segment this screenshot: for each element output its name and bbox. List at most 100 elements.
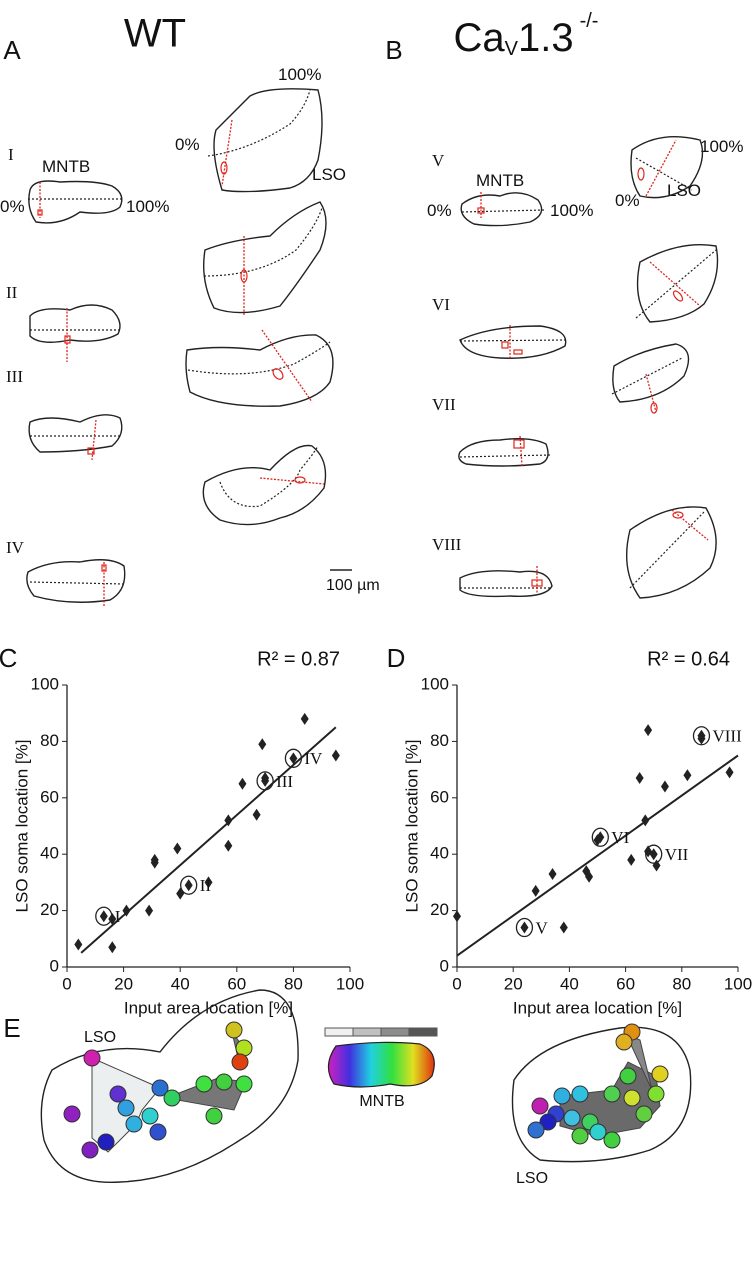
neuron-dot [603,1131,621,1149]
outline-shape [272,368,284,380]
outline-shape [101,564,107,572]
point [150,856,159,869]
point [145,904,154,917]
percent-label: 100% [126,197,169,216]
neuron-dot [117,1099,135,1117]
neuron-dot [635,1105,653,1123]
point-label: I [115,907,121,926]
point [725,766,734,779]
neuron-dot [231,1053,249,1071]
neuron-dot [215,1073,233,1091]
panel-title: CaV1.3 -/- [454,10,599,60]
neuron-dot [81,1141,99,1159]
point-label: VI [611,828,629,847]
x-tick-label: 40 [560,974,579,993]
neuron-dot [225,1021,243,1039]
point [644,724,653,737]
point [108,941,117,954]
point [238,777,247,790]
outline-shape [461,209,545,213]
outline-shape [28,180,123,224]
point-label: VII [665,845,689,864]
title-sup: -/- [580,10,599,32]
outline-shape [531,579,543,587]
outline-shape [213,88,323,193]
point [585,870,594,883]
neuron-dot [205,1107,223,1125]
title-sub: V [505,38,519,60]
lso-label: LSO [312,165,346,184]
outline-shape [29,304,121,343]
neuron-dot [651,1065,669,1083]
annotation: R² = 0.87 [257,648,340,670]
point [635,772,644,785]
neuron-dot [563,1109,581,1127]
point [99,910,108,923]
highlight-circle [515,917,534,938]
title-part: Ca [454,16,506,60]
row-label: VIII [432,535,462,554]
outline-shape [458,437,549,467]
outline-shape [327,1041,435,1088]
outline-shape [459,339,566,342]
outline-shape [672,511,684,519]
y-tick-label: 0 [440,956,449,975]
outline-shape [40,989,299,1184]
row-label: VI [432,295,450,314]
row-label: I [8,145,14,164]
y-tick-label: 60 [430,787,449,806]
row-label: V [432,151,445,170]
outline-shape [511,1026,692,1163]
neuron-dot [83,1049,101,1067]
outline-shape [408,1027,438,1037]
highlight-circle [256,771,274,791]
point [173,842,182,855]
x-tick-label: 80 [672,974,691,993]
point [184,879,193,892]
panel-e: E MNTB LSO LSO [3,989,692,1187]
neuron-dot [151,1079,169,1097]
y-axis-label: LSO soma location [%] [12,740,31,913]
outline-shape [459,325,567,359]
neuron-dot [235,1075,253,1093]
outline-shape [28,414,123,453]
neuron-dot [589,1123,607,1141]
point [289,752,298,765]
highlight-circle [645,844,663,864]
outline-shape [202,201,327,314]
outline-shape [645,373,657,413]
point-label: IV [304,749,323,768]
y-tick-label: 80 [40,731,59,750]
point [258,738,267,751]
neuron-dot [125,1115,143,1133]
outline-shape [261,329,313,403]
panel-label: C [0,643,17,673]
outline-shape [37,209,43,216]
neuron-dot [539,1113,557,1131]
neuron-dot [141,1107,159,1125]
panel-b-drawings: V VI VII VIII MNTB 0% 100% 0% 100% LSO [427,135,743,599]
y-tick-label: 20 [40,900,59,919]
mntb-label: MNTB [42,157,90,176]
neuron-dot [619,1067,637,1085]
outline-shape [637,167,645,181]
neuron-dot [527,1121,545,1139]
percent-label: 100% [550,201,593,220]
x-tick-label: 40 [171,974,190,993]
lso-label: LSO [667,181,701,200]
percent-label: 0% [0,197,25,216]
y-axis-label: LSO soma location [%] [402,740,421,913]
point [520,921,529,934]
outline-shape [459,570,553,598]
y-tick-label: 20 [430,900,449,919]
x-tick-label: 60 [227,974,246,993]
outline-shape [635,157,693,191]
outline-shape [185,334,334,407]
neuron-dot [149,1123,167,1141]
neuron-dot [553,1087,571,1105]
y-tick-label: 40 [40,844,59,863]
point [204,876,213,889]
point [683,769,692,782]
outline-shape [29,581,125,585]
